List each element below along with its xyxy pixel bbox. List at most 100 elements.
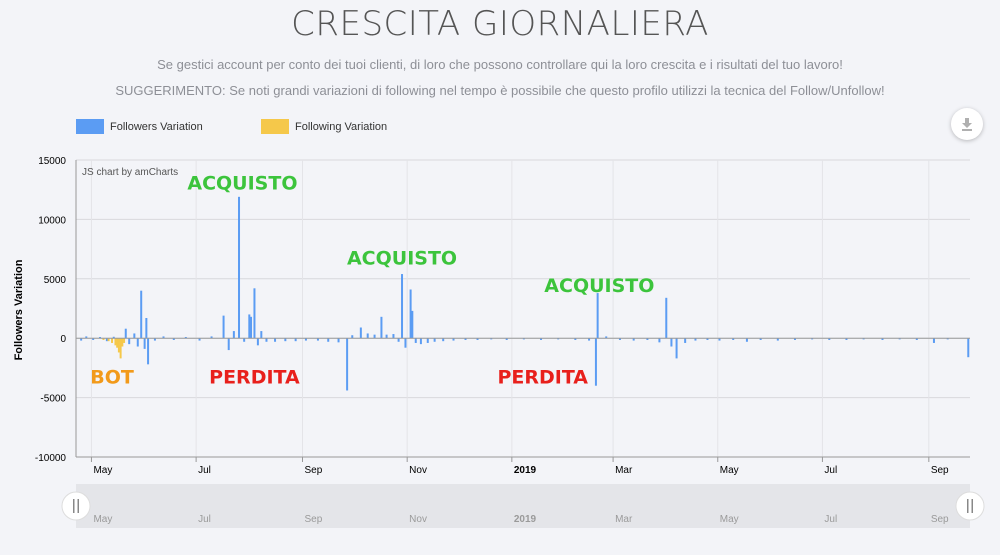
followers-bar	[351, 335, 354, 339]
y-tick-label: 10000	[38, 215, 66, 226]
download-button[interactable]	[951, 108, 983, 140]
scroll-handle-left[interactable]	[61, 491, 91, 521]
followers-bar	[414, 338, 417, 343]
followers-bar	[793, 338, 796, 340]
followers-bar	[397, 338, 400, 342]
followers-bar	[881, 338, 884, 340]
followers-bar	[99, 337, 102, 339]
following-bar	[121, 338, 124, 347]
followers-bar	[419, 338, 422, 345]
legend-item-followers[interactable]: Followers Variation	[76, 119, 203, 134]
followers-bar	[359, 327, 362, 339]
annotation-acquisto: ACQUISTO	[544, 275, 654, 297]
followers-bar	[172, 338, 175, 340]
followers-bar	[294, 338, 297, 342]
followers-bar	[426, 338, 429, 343]
followers-bar	[260, 331, 263, 339]
followers-bar	[232, 331, 235, 339]
followers-bar	[147, 338, 150, 365]
scrollbar-track[interactable]	[76, 484, 970, 528]
followers-bar	[222, 315, 225, 339]
grip-handle-icon	[967, 499, 973, 513]
scrollbar-tick-label: Nov	[409, 514, 427, 525]
date-scrollbar[interactable]: May Jul Sep Nov 2019 Mar May Jul Sep	[61, 484, 985, 528]
x-tick-label: 2019	[514, 465, 537, 476]
scroll-handle-right[interactable]	[955, 491, 985, 521]
followers-bar	[433, 338, 436, 342]
followers-bar	[401, 274, 404, 339]
followers-bar	[618, 338, 621, 340]
y-tick-label: -10000	[35, 453, 67, 464]
followers-bar	[409, 289, 412, 339]
x-tick-label: Mar	[615, 465, 633, 476]
followers-bar	[162, 336, 165, 339]
followers-bar	[574, 338, 577, 340]
legend-label-followers: Followers Variation	[110, 120, 203, 133]
followers-bar	[967, 338, 970, 358]
followers-bar	[670, 338, 673, 347]
followers-bar	[253, 288, 256, 339]
followers-bar	[327, 338, 330, 342]
followers-bar	[243, 338, 246, 342]
x-tick-label: May	[93, 465, 112, 476]
followers-bar	[557, 338, 560, 340]
followers-bar	[392, 334, 395, 339]
followers-bar	[128, 338, 131, 345]
followers-bar	[346, 338, 349, 391]
download-icon	[962, 118, 972, 131]
followers-bar	[140, 290, 143, 339]
followers-bar	[898, 338, 901, 340]
followers-bar	[946, 338, 949, 340]
x-tick-label: Sep	[305, 465, 323, 476]
followers-bar	[227, 338, 230, 351]
followers-bar	[404, 338, 407, 348]
followers-bar	[675, 338, 678, 359]
followers-bar	[540, 338, 543, 340]
followers-bar	[124, 328, 127, 339]
following-bar	[111, 338, 114, 343]
scrollbar-labels: May Jul Sep Nov 2019 Mar May Jul Sep	[93, 514, 949, 525]
scrollbar-tick-label: May	[720, 514, 739, 525]
followers-bar	[250, 316, 253, 339]
x-tick-label: May	[720, 465, 739, 476]
followers-bar	[732, 338, 735, 340]
followers-bar	[112, 336, 115, 339]
followers-bar	[718, 338, 721, 341]
followers-bar	[745, 338, 748, 342]
followers-bar	[588, 338, 591, 341]
y-axis-title: Followers Variation	[13, 259, 25, 360]
legend-item-following[interactable]: Following Variation	[261, 119, 387, 134]
annotation-perdita: PERDITA	[209, 366, 300, 388]
followers-bar	[646, 338, 649, 340]
y-tick-label: 5000	[44, 275, 67, 286]
followers-bar	[658, 338, 661, 343]
y-tick-label: 0	[60, 334, 66, 345]
page-subtitle: Se gestici account per conto dei tuoi cl…	[157, 57, 843, 72]
followers-bar	[92, 338, 95, 340]
followers-bar	[238, 196, 241, 339]
legend-swatch-followers	[76, 119, 104, 134]
followers-bar	[665, 297, 668, 339]
plot-background	[76, 160, 970, 457]
followers-bar	[596, 293, 599, 339]
followers-bar	[105, 338, 108, 342]
x-tick-label: Jul	[198, 465, 211, 476]
scrollbar-tick-label: 2019	[514, 514, 537, 525]
followers-bar	[632, 338, 635, 341]
followers-bar	[828, 338, 831, 340]
followers-bar	[145, 318, 148, 339]
followers-bar	[373, 334, 376, 339]
followers-bar	[932, 338, 935, 343]
followers-bar	[304, 338, 307, 341]
annotation-bot: BOT	[90, 366, 134, 388]
followers-bar	[143, 338, 146, 349]
followers-bar	[706, 338, 709, 340]
followers-bar	[862, 338, 865, 340]
followers-bar	[776, 338, 779, 341]
followers-bar	[452, 338, 455, 341]
y-tick-label: -5000	[40, 394, 66, 405]
followers-bar	[505, 338, 508, 340]
followers-bar	[85, 336, 88, 339]
followers-bar	[594, 338, 597, 386]
